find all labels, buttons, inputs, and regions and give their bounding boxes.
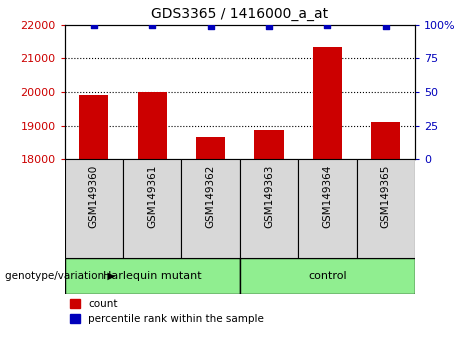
Point [207, 23, 214, 29]
Bar [254, 130, 284, 159]
Text: GSM149360: GSM149360 [89, 164, 99, 228]
Text: genotype/variation ▶: genotype/variation ▶ [5, 271, 115, 281]
Title: GDS3365 / 1416000_a_at: GDS3365 / 1416000_a_at [151, 7, 328, 21]
Bar [298, 159, 356, 258]
Point [90, 22, 97, 28]
Bar [356, 159, 415, 258]
Bar [181, 159, 240, 258]
Bar [196, 137, 225, 159]
Bar [240, 258, 415, 294]
Text: GSM149364: GSM149364 [322, 164, 332, 228]
Text: GSM149363: GSM149363 [264, 164, 274, 228]
Point [382, 23, 390, 29]
Point [148, 22, 156, 28]
Text: GSM149362: GSM149362 [206, 164, 216, 228]
Bar [65, 159, 123, 258]
Point [324, 22, 331, 28]
Text: Harlequin mutant: Harlequin mutant [103, 271, 201, 281]
Point [265, 23, 272, 29]
Legend: count, percentile rank within the sample: count, percentile rank within the sample [70, 299, 264, 324]
Bar [123, 159, 181, 258]
Bar [137, 92, 167, 159]
Bar [313, 47, 342, 159]
Text: GSM149361: GSM149361 [147, 164, 157, 228]
Bar [79, 95, 108, 159]
Bar [240, 159, 298, 258]
Bar [65, 258, 240, 294]
Bar [371, 122, 400, 159]
Text: GSM149365: GSM149365 [381, 164, 391, 228]
Text: control: control [308, 271, 347, 281]
